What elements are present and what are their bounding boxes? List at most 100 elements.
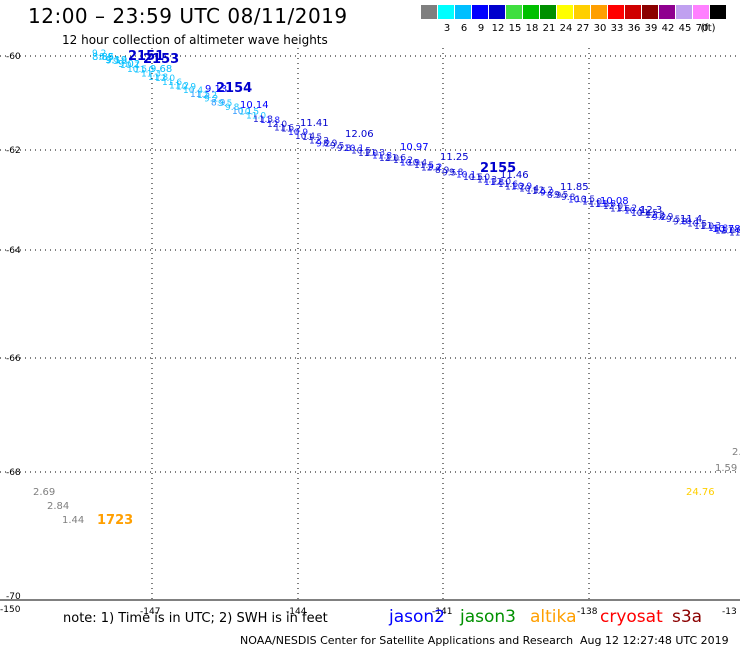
track-reading-glyph: 10.4 xyxy=(631,209,651,219)
track-reading-glyph: 11.6 xyxy=(386,153,406,163)
track-reading-glyph: 11.5 xyxy=(190,90,210,100)
legend-tick-label: 30 xyxy=(593,23,607,34)
legend-tick-label: 39 xyxy=(644,23,658,34)
satellite-name-cryosat: cryosat xyxy=(600,607,663,627)
satellite-name-jason2: jason2 xyxy=(389,607,445,627)
track-reading-glyph: 10.5 xyxy=(463,173,483,183)
track-reading-glyph: 11.3 xyxy=(365,149,385,159)
track-reading-glyph: 11.3 xyxy=(253,115,273,125)
track-reading-glyph: 11.8 xyxy=(148,73,168,83)
legend-swatch xyxy=(489,5,506,19)
footnote: note: 1) Time is in UTC; 2) SWH is in fe… xyxy=(63,611,328,626)
latitude-label: -64 xyxy=(6,246,21,256)
track-reading-glyph: 9.2 xyxy=(652,213,666,223)
track-reading-glyph: 9.8 xyxy=(673,218,688,228)
track-reading-glyph: 12.2 xyxy=(197,91,217,101)
track-reading-glyph: 11.5 xyxy=(526,187,546,197)
legend-tick-label: 6 xyxy=(460,23,468,34)
track-reading-glyph: 11.2 xyxy=(281,124,301,134)
track-reading-glyph: 12.2 xyxy=(533,186,553,196)
track-reading-glyph: 11.8 xyxy=(260,116,280,126)
legend-swatch xyxy=(608,5,625,19)
legend-swatch xyxy=(438,5,455,19)
track-reading-glyph: 11.6 xyxy=(274,124,294,134)
legend-tick-label: 45 xyxy=(678,23,692,34)
wave-height-label: 10.97 xyxy=(400,142,429,153)
legend-tick-label: 42 xyxy=(661,23,675,34)
track-reading-glyph: 9.8 xyxy=(561,193,576,203)
legend-swatch xyxy=(659,5,676,19)
track-reading-glyph: 10.4 xyxy=(519,184,539,194)
track-reading-glyph: 12.0 xyxy=(491,177,511,187)
track-reading-glyph: 9.5 xyxy=(330,142,344,152)
track-reading-glyph: 11.2 xyxy=(393,156,413,166)
legend-tick-label: 33 xyxy=(610,23,624,34)
satellite-name-altika: altika xyxy=(530,607,577,627)
track-reading-glyph: 11.6 xyxy=(498,180,518,190)
track-reading-glyph: 12.0 xyxy=(379,154,399,164)
wave-height-label: 2.69 xyxy=(33,487,55,498)
track-reading-glyph: 10.1 xyxy=(344,144,364,154)
latitude-label: -62 xyxy=(6,146,21,156)
track-reading-glyph: 10.5 xyxy=(687,220,707,230)
track-reading-glyph: 11.6 xyxy=(162,78,182,88)
legend-swatch xyxy=(472,5,489,19)
track-reading-glyph: 11.0 xyxy=(694,222,714,232)
track-reading-glyph: 12.2 xyxy=(645,211,665,221)
track-reading-glyph: 11.0 xyxy=(134,66,154,76)
chart-subtitle: 12 hour collection of altimeter wave hei… xyxy=(62,33,328,47)
track-reading-glyph: 8.9 xyxy=(547,191,562,201)
longitude-label: -13 xyxy=(722,607,737,617)
wave-height-label: 1.59 xyxy=(715,463,737,474)
track-time-label: 2155 xyxy=(480,161,516,176)
wave-height-label: 11.85 xyxy=(560,182,589,193)
track-reading-glyph: 10.9 xyxy=(400,159,420,169)
wave-height-label: 11.25 xyxy=(440,152,469,163)
track-reading-glyph: 11.0 xyxy=(582,198,602,208)
wave-height-label: 9.68 xyxy=(150,64,172,75)
track-reading-glyph: 9.8 xyxy=(337,144,352,154)
legend-tick-label: 9 xyxy=(477,23,485,34)
latitude-label: -60 xyxy=(6,52,21,62)
legend-tick-label: 70 xyxy=(695,23,709,34)
track-reading-glyph: 11.3 xyxy=(477,175,497,185)
track-reading-glyph: 9.8 xyxy=(225,103,240,113)
legend-swatch xyxy=(591,5,608,19)
longitude-label: -144 xyxy=(286,607,307,617)
legend-swatch xyxy=(540,5,557,19)
track-reading-glyph: 12.0 xyxy=(603,202,623,212)
track-reading-glyph: 9.5 xyxy=(218,99,232,109)
track-reading-glyph: 11.8 xyxy=(708,224,728,234)
legend-swatch xyxy=(693,5,710,19)
legend-tick-label: 21 xyxy=(542,23,556,34)
legend-tick-label: 15 xyxy=(508,23,522,34)
track-reading-glyph: 11.2 xyxy=(505,182,525,192)
track-reading-glyph: 10.1 xyxy=(680,217,700,227)
wave-height-label: 12.06 xyxy=(345,129,374,140)
legend-unit: (ft) xyxy=(700,23,716,34)
wave-height-label: 1.44 xyxy=(62,515,84,526)
track-reading-glyph: 10.9 xyxy=(288,128,308,138)
wave-height-label: 11.41 xyxy=(300,118,329,129)
wave-height-label: 9.13 xyxy=(205,84,227,95)
track-reading-glyph: 10.1 xyxy=(120,61,140,71)
latitude-label: -68 xyxy=(6,468,21,478)
track-reading-glyph: 11.5 xyxy=(414,161,434,171)
track-reading-glyph: 11.6 xyxy=(722,226,740,236)
legend-tick-label: 18 xyxy=(525,23,539,34)
track-reading-glyph: 12.0 xyxy=(715,226,735,236)
chart-title: 12:00 – 23:59 UTC 08/11/2019 xyxy=(28,4,348,28)
track-reading-glyph: 10.9 xyxy=(624,206,644,216)
wave-height-label: 11.46 xyxy=(500,170,529,181)
track-reading-glyph: 11.6 xyxy=(610,204,630,214)
track-reading-glyph: 9.2 xyxy=(540,189,554,199)
track-reading-glyph: 10.4 xyxy=(407,158,427,168)
track-reading-glyph: 10.1 xyxy=(456,171,476,181)
track-reading-glyph: 10.9 xyxy=(512,182,532,192)
track-reading-glyph: 11.3 xyxy=(701,222,721,232)
longitude-label: -150 xyxy=(0,605,21,615)
wave-height-label: 9.19 xyxy=(105,55,127,66)
track-reading-glyph: 9.2 xyxy=(92,49,106,59)
track-reading-glyph: 11.8 xyxy=(372,151,392,161)
legend-swatch xyxy=(642,5,659,19)
